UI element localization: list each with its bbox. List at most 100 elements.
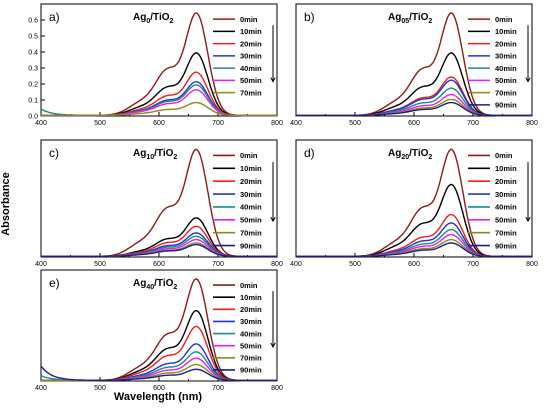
legend: 0min 10min 20min 30min 40min 50min 70min 90min (213, 151, 276, 250)
legend-label-20min: 20min (495, 177, 517, 186)
legend-arrow-head (270, 216, 276, 223)
legend-label-10min: 10min (495, 27, 517, 36)
legend-label-10min: 10min (240, 293, 262, 302)
legend-label-10min: 10min (495, 164, 517, 173)
x-tick-label: 600 (153, 261, 165, 268)
legend-label-50min: 50min (495, 76, 517, 85)
series-line-90min (40, 365, 277, 382)
series-line-90min (296, 101, 532, 117)
x-tick-label: 400 (290, 261, 302, 268)
x-tick-label: 800 (526, 120, 538, 127)
legend-arrow-head (525, 216, 531, 223)
legend-label-20min: 20min (495, 39, 517, 48)
y-tick-label: 0.1 (28, 98, 38, 105)
legend-label-70min: 70min (495, 228, 517, 237)
panel-e: 400 500 600 700 800 e) Ag40/TiO2 0min 10min 20min… (35, 269, 283, 392)
y-tick-label: 0.6 (28, 18, 38, 25)
panel-title: Ag05/TiO2 (388, 12, 432, 25)
x-tick-label: 800 (271, 261, 283, 268)
panel-label: a) (49, 10, 60, 24)
x-tick-label: 500 (94, 385, 106, 392)
panel-title: Ag40/TiO2 (133, 278, 177, 291)
panel-label: c) (49, 146, 59, 160)
legend-label-30min: 30min (240, 317, 262, 326)
legend-arrow-head (525, 77, 531, 83)
legend-label-50min: 50min (495, 216, 517, 225)
legend-label-0min: 0min (240, 15, 258, 24)
panel-title: Ag0/TiO2 (133, 12, 174, 25)
panel-title: Ag10/TiO2 (133, 148, 177, 161)
x-tick-label: 600 (153, 385, 165, 392)
legend-label-90min: 90min (240, 366, 262, 375)
legend-label-0min: 0min (495, 15, 513, 24)
y-tick-label: 0.3 (28, 66, 38, 73)
legend-label-30min: 30min (495, 52, 517, 61)
x-tick-label: 500 (94, 261, 106, 268)
legend: 0min 10min 20min 30min 40min 50min 70min 90min (213, 281, 276, 375)
legend-label-40min: 40min (495, 203, 517, 212)
x-tick-label: 800 (271, 385, 283, 392)
legend-label-10min: 10min (240, 27, 262, 36)
y-axis-label: Absorbance (0, 172, 12, 236)
x-tick-label: 700 (467, 261, 479, 268)
legend-label-40min: 40min (240, 329, 262, 338)
panel-label: d) (304, 146, 315, 160)
series-line-90min (41, 243, 277, 257)
legend-label-10min: 10min (240, 164, 262, 173)
x-tick-label: 800 (526, 261, 538, 268)
legend-label-90min: 90min (495, 101, 517, 110)
legend-arrow-head (270, 342, 276, 348)
legend-label-90min: 90min (495, 241, 517, 250)
legend-label-30min: 30min (240, 52, 262, 61)
legend: 0min 10min 20min 30min 40min 50min 70min (213, 15, 276, 97)
panel-b: 400 500 600 700 800 b) Ag05/TiO2 0min 10min 20min… (290, 3, 538, 127)
panel-d: 400 500 600 700 800 d) Ag20/TiO2 0min 10min 20min… (290, 139, 538, 268)
legend-label-90min: 90min (240, 241, 262, 250)
legend-label-70min: 70min (240, 354, 262, 363)
series-line-90min (296, 242, 532, 257)
x-tick-label: 700 (212, 120, 224, 127)
legend-label-70min: 70min (495, 88, 517, 97)
x-tick-label: 700 (212, 385, 224, 392)
x-tick-label: 400 (35, 120, 47, 127)
legend-label-50min: 50min (240, 76, 262, 85)
x-tick-label: 500 (94, 120, 106, 127)
legend-label-0min: 0min (240, 281, 258, 290)
legend-label-50min: 50min (240, 216, 262, 225)
legend-label-20min: 20min (240, 39, 262, 48)
legend-arrow-head (270, 77, 276, 83)
panel-label: b) (304, 10, 315, 24)
legend-label-30min: 30min (240, 190, 262, 199)
x-tick-label: 600 (408, 261, 420, 268)
y-tick-label: 0.2 (28, 82, 38, 89)
series-line-70min (41, 101, 277, 117)
legend-label-20min: 20min (240, 305, 262, 314)
legend-label-40min: 40min (240, 64, 262, 73)
legend-label-70min: 70min (240, 228, 262, 237)
panel-label: e) (49, 276, 60, 290)
x-tick-label: 500 (349, 120, 361, 127)
x-tick-label: 800 (271, 120, 283, 127)
legend-label-30min: 30min (495, 190, 517, 199)
x-tick-label: 600 (408, 120, 420, 127)
legend-label-40min: 40min (495, 64, 517, 73)
x-tick-label: 500 (349, 261, 361, 268)
y-tick-label: 0.5 (28, 34, 38, 41)
x-tick-label: 400 (290, 120, 302, 127)
legend-label-70min: 70min (240, 88, 262, 97)
x-tick-label: 400 (35, 385, 47, 392)
legend: 0min 10min 20min 30min 40min 50min 70min 90min (468, 151, 531, 250)
x-axis-label: Wavelength (nm) (113, 391, 203, 403)
legend-label-40min: 40min (240, 203, 262, 212)
x-tick-label: 700 (212, 261, 224, 268)
y-tick-label: 0.0 (28, 114, 38, 121)
panel-a: 400 500 600 700 800 0.0 0.1 0.2 0.3 0.4 0.5 0.6 a) Ag… (28, 3, 283, 127)
y-tick-label: 0.4 (28, 50, 38, 57)
x-tick-label: 700 (467, 120, 479, 127)
legend-label-0min: 0min (240, 151, 258, 160)
x-tick-label: 400 (35, 261, 47, 268)
legend-label-20min: 20min (240, 177, 262, 186)
x-tick-label: 600 (153, 120, 165, 127)
legend: 0min 10min 20min 30min 40min 50min 70min 90min (468, 15, 531, 110)
